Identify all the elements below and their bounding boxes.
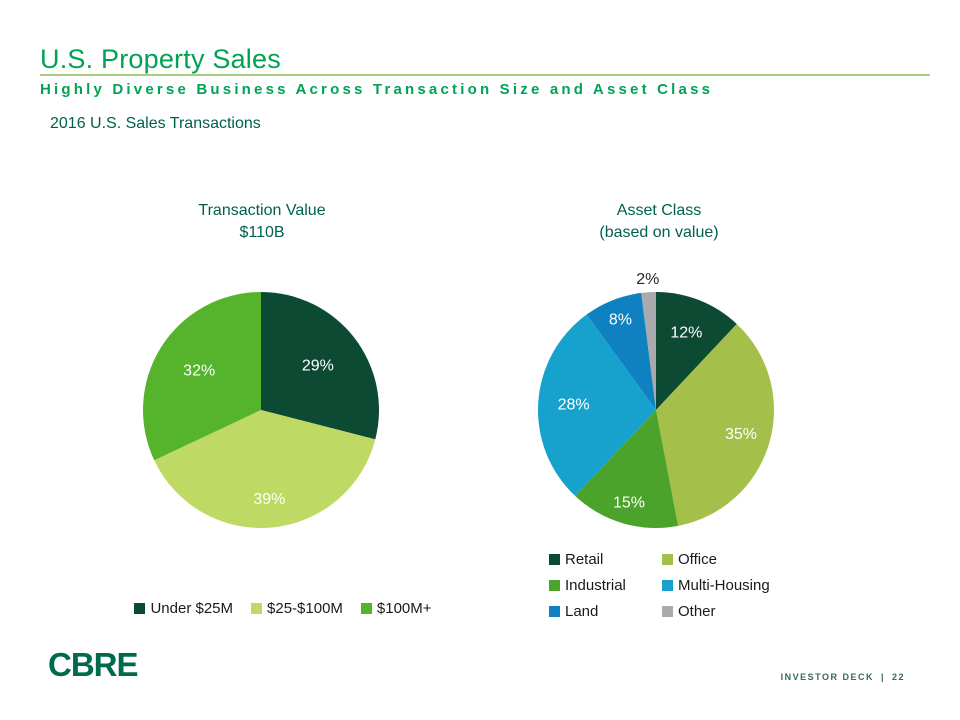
pie-slice-multi-housing [537,314,656,497]
footer-page-number: 22 [891,672,905,682]
pie-value-label-other: 2% [636,271,659,288]
pie-slice-land [586,292,656,410]
pie-slice-100m [143,292,261,461]
legend-swatch-land [549,606,560,617]
right-chart-title-line1: Asset Class [616,202,702,219]
legend-item-other: Other [662,603,770,620]
legend-swatch-retail [549,554,560,565]
legend-label-25-100m: $25-$100M [267,600,343,617]
page-title: U.S. Property Sales [40,44,281,74]
pie-value-label-100m: 32% [183,362,215,379]
transaction-value-legend: Under $25M $25-$100M $100M+ [100,600,466,617]
left-chart-title: Transaction Value $110B [112,200,412,243]
legend-swatch-other [662,606,673,617]
pie-value-label-25-100m: 39% [253,491,285,508]
legend-label-land: Land [565,603,599,620]
legend-item-multi-housing: Multi-Housing [662,577,770,594]
cbre-logo: CBRE [48,646,139,683]
pie-value-label-office: 35% [725,426,757,443]
title-underline [40,74,930,76]
section-label: 2016 U.S. Sales Transactions [50,115,261,132]
legend-item-100m: $100M+ [360,600,432,617]
pie-slice-industrial [575,410,679,529]
legend-swatch-office [662,554,673,565]
legend-label-100m: $100M+ [376,600,432,617]
page-subtitle: Highly Diverse Business Across Transacti… [40,81,714,98]
pie-value-label-under-25m: 29% [302,357,334,374]
asset-class-legend: Retail Office Industrial Multi-Housing Land O… [549,551,770,620]
footer-separator: | [880,672,885,682]
footer-info: INVESTOR DECK | 22 [781,672,905,682]
pie-value-label-multi-housing: 28% [558,396,590,413]
pie-slice-25-100m [154,410,376,528]
legend-item-under-25m: Under $25M [134,600,233,617]
legend-swatch-industrial [549,580,560,591]
legend-swatch-25-100m [251,603,263,614]
legend-swatch-under-25m [134,603,146,614]
legend-item-25-100m: $25-$100M [251,600,343,617]
asset-class-pie-chart: 12% 35% 15% 28% 8% 2% [537,271,775,529]
legend-item-office: Office [662,551,770,568]
right-chart-title: Asset Class (based on value) [509,200,809,243]
transaction-value-pie-chart: 29% 39% 32% [143,292,379,528]
legend-item-retail: Retail [549,551,662,568]
pie-value-label-industrial: 15% [613,494,645,511]
pie-slice-retail [656,292,737,410]
legend-label-retail: Retail [565,551,604,568]
legend-swatch-multi-housing [662,580,673,591]
pie-slice-office [656,323,775,526]
legend-label-office: Office [678,551,717,568]
legend-label-under-25m: Under $25M [150,600,234,617]
legend-label-industrial: Industrial [565,577,626,594]
right-chart-title-line2: (based on value) [599,223,719,241]
pie-slice-other [641,292,656,410]
legend-swatch-100m [360,603,372,614]
pie-value-label-land: 8% [609,312,632,329]
legend-item-land: Land [549,603,662,620]
legend-label-multi-housing: Multi-Housing [678,577,770,594]
pie-slice-under-25m [261,292,379,440]
pie-value-label-retail: 12% [670,325,702,342]
left-chart-title-line2: $110B [239,223,285,241]
legend-label-other: Other [678,603,716,620]
legend-item-industrial: Industrial [549,577,662,594]
left-chart-title-line1: Transaction Value [198,202,326,219]
footer-deck-label: INVESTOR DECK [780,672,874,682]
